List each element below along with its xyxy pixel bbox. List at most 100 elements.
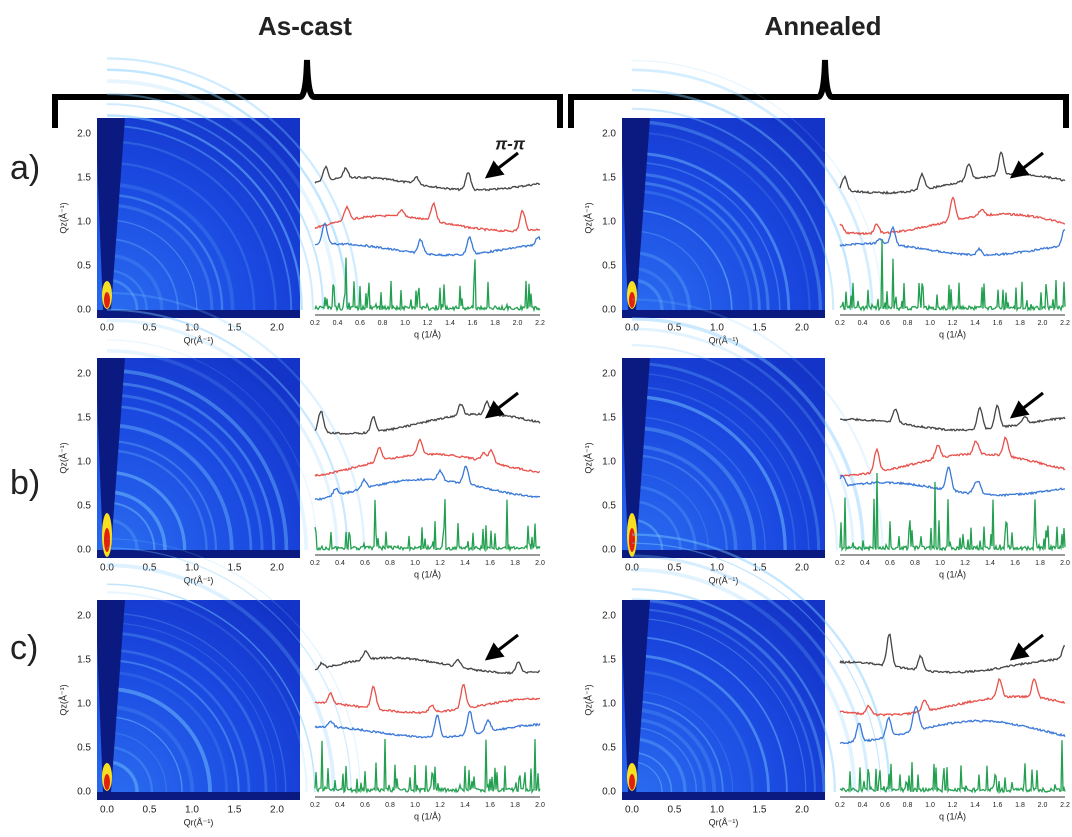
x-tick-label: 0.0 — [100, 805, 114, 816]
q-tick-label: 1.4 — [445, 320, 455, 327]
giwaxs-image — [97, 118, 300, 318]
q-axis-label: q (1/Å) — [414, 569, 441, 579]
y-tick-label: 0.0 — [602, 305, 616, 316]
ring — [631, 59, 883, 311]
ring — [631, 598, 826, 793]
q-tick-label: 0.2 — [835, 560, 845, 567]
ring — [106, 193, 224, 311]
ring — [631, 717, 707, 793]
ring — [631, 189, 753, 311]
ring — [106, 439, 218, 551]
profile-curve — [314, 399, 541, 436]
wedge — [97, 118, 125, 310]
q-tick-label: 0.4 — [333, 320, 343, 327]
y-axis-label: Qz(Å⁻¹) — [58, 202, 68, 233]
horizon — [97, 310, 300, 318]
q-tick-label: 0.2 — [835, 320, 845, 327]
ring — [631, 416, 766, 551]
x-tick-label: 1.5 — [753, 323, 767, 334]
q-tick-label: 1.4 — [460, 560, 470, 567]
x-tick-label: 2.0 — [270, 563, 284, 574]
q-tick-label: 1.4 — [460, 802, 470, 809]
ring — [631, 209, 733, 311]
ring — [106, 687, 212, 793]
scattering-rings — [631, 59, 883, 311]
profile-curve — [314, 222, 541, 257]
ring — [631, 454, 728, 551]
q-tick-label: 0.8 — [385, 560, 395, 567]
x-tick-label: 1.0 — [185, 805, 199, 816]
specular-core — [104, 774, 110, 790]
ring — [631, 395, 787, 551]
giwaxs-image — [622, 600, 825, 800]
ring — [631, 707, 717, 793]
ring — [631, 554, 870, 793]
y-tick-label: 0.0 — [77, 545, 91, 556]
ring — [106, 423, 234, 551]
y-axis-label: Qz(Å⁻¹) — [583, 684, 593, 715]
q-tick-label: 0.4 — [858, 320, 868, 327]
ring — [106, 731, 168, 793]
x-tick-label: 1.0 — [710, 805, 724, 816]
horizon — [622, 310, 825, 318]
ring — [106, 704, 195, 793]
horizon — [622, 792, 825, 800]
q-tick-label: 1.6 — [485, 560, 495, 567]
y-tick-label: 1.0 — [77, 217, 91, 228]
giwaxs-image — [622, 358, 825, 558]
y-tick-label: 1.5 — [77, 173, 91, 184]
profile-curve — [839, 225, 1066, 257]
ring — [631, 327, 855, 551]
ring — [106, 591, 308, 793]
x-tick-label: 0.5 — [143, 563, 157, 574]
ring — [106, 745, 154, 793]
y-tick-label: 2.0 — [77, 369, 91, 380]
x-tick-label: 0.0 — [625, 323, 639, 334]
ring — [106, 103, 314, 311]
q-tick-label: 1.4 — [970, 802, 980, 809]
ring — [106, 114, 303, 311]
y-tick-label: 2.0 — [602, 369, 616, 380]
scattering-rings — [106, 291, 366, 551]
q-tick-label: 2.0 — [1038, 320, 1048, 327]
profile-curve — [839, 740, 1066, 795]
x-tick-label: 2.0 — [270, 323, 284, 334]
ring — [631, 533, 891, 793]
q-tick-label: 1.2 — [948, 802, 958, 809]
y-tick-label: 2.0 — [77, 129, 91, 140]
ring — [106, 291, 366, 551]
x-tick-label: 0.5 — [668, 563, 682, 574]
row-label: a) — [10, 149, 40, 187]
q-tick-label: 0.4 — [860, 560, 870, 567]
ring — [631, 737, 687, 793]
y-tick-label: 0.5 — [602, 261, 616, 272]
q-tick-label: 2.0 — [1038, 802, 1048, 809]
ring — [106, 612, 287, 793]
profile-curve — [314, 438, 541, 477]
horizon — [622, 550, 825, 558]
y-tick-label: 1.0 — [602, 699, 616, 710]
q-tick-label: 1.8 — [1035, 560, 1045, 567]
scattering-rings — [106, 57, 360, 311]
x-tick-label: 1.5 — [228, 323, 242, 334]
q-tick-label: 0.4 — [858, 802, 868, 809]
y-tick-label: 1.0 — [602, 217, 616, 228]
arrow — [484, 151, 519, 179]
q-tick-label: 2.0 — [1060, 560, 1070, 567]
header: Annealed — [764, 11, 881, 41]
brace — [568, 59, 1069, 128]
x-tick-label: 1.0 — [185, 563, 199, 574]
ring — [106, 238, 179, 311]
ring — [106, 583, 316, 793]
header: As-cast — [258, 11, 352, 41]
profile-curve — [314, 738, 541, 795]
ring — [106, 348, 309, 551]
ring — [631, 386, 796, 551]
specular-core — [629, 774, 635, 790]
profile-curve — [314, 201, 540, 233]
ring — [631, 444, 738, 551]
ring — [106, 203, 214, 311]
profile-curve — [314, 465, 541, 501]
q-tick-label: 2.2 — [1060, 320, 1070, 327]
x-tick-label: 1.5 — [753, 805, 767, 816]
